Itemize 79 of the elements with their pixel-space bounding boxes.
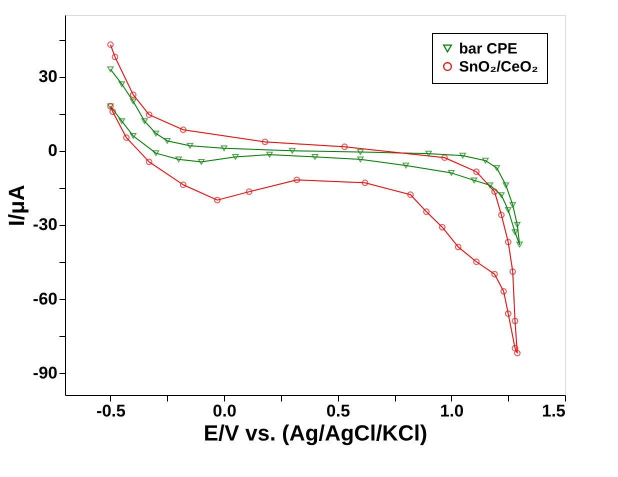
point: [407, 191, 414, 198]
point: [130, 91, 136, 98]
point: [473, 168, 480, 175]
point: [482, 158, 489, 164]
point: [118, 81, 126, 87]
point: [498, 212, 505, 218]
point: [459, 152, 466, 159]
point: [425, 150, 432, 157]
point: [439, 224, 446, 230]
point: [509, 202, 516, 208]
point: [402, 162, 410, 168]
point: [423, 208, 430, 215]
point: [107, 66, 114, 72]
point: [146, 111, 152, 118]
point: [504, 310, 512, 317]
point: [164, 138, 171, 144]
y-tick-label: 0: [48, 141, 58, 160]
point: [180, 126, 186, 133]
point: [470, 177, 478, 184]
y-tick-label: -90: [32, 363, 58, 382]
point: [130, 133, 136, 139]
legend-label: SnO₂/CeO₂: [459, 58, 538, 76]
point: [220, 145, 228, 152]
point: [448, 170, 455, 176]
point: [175, 156, 182, 162]
point: [232, 154, 239, 160]
x-axis-title: E/V vs. (Ag/AgCl/KCl): [204, 420, 428, 446]
point: [146, 158, 152, 166]
point: [118, 118, 126, 124]
x-tick-label: -0.5: [96, 402, 126, 420]
y-tick-label: -60: [32, 289, 58, 308]
point: [152, 150, 160, 156]
point: [266, 152, 273, 158]
point: [152, 130, 160, 136]
point: [514, 222, 521, 228]
y-tick-label: 30: [38, 67, 58, 86]
y-tick-label: -30: [32, 215, 58, 234]
point: [500, 288, 507, 295]
point: [516, 242, 523, 248]
point: [246, 188, 252, 195]
point: [512, 344, 518, 352]
point: [262, 138, 268, 146]
x-tick-label: 1.0: [440, 402, 464, 420]
x-tick-label: 0.5: [326, 402, 350, 420]
point: [294, 176, 300, 184]
point: [109, 108, 116, 115]
point: [494, 165, 500, 171]
y-axis-title: I/μA: [4, 184, 29, 226]
point: [486, 182, 494, 188]
x-tick-label: 1.5: [542, 402, 566, 420]
point: [312, 154, 318, 160]
point: [198, 158, 205, 165]
point: [357, 156, 364, 162]
x-tick-label: 0.0: [212, 402, 236, 420]
point: [504, 238, 512, 246]
legend-label: bar CPE: [459, 40, 518, 58]
point: [504, 207, 512, 213]
point: [362, 180, 368, 186]
point: [514, 350, 521, 356]
point: [130, 98, 136, 104]
point: [498, 192, 505, 198]
point: [214, 196, 221, 204]
point: [454, 244, 462, 250]
point: [491, 188, 498, 195]
point: [112, 54, 118, 60]
point: [473, 258, 480, 265]
point: [141, 118, 148, 124]
point: [341, 144, 348, 150]
point: [186, 142, 194, 149]
point: [509, 268, 516, 275]
point: [123, 134, 130, 141]
point: [491, 270, 498, 278]
point: [441, 154, 448, 161]
point: [512, 229, 518, 236]
point: [180, 182, 186, 188]
point: [502, 182, 510, 188]
point: [512, 318, 518, 324]
point: [289, 148, 296, 154]
point: [357, 149, 364, 155]
